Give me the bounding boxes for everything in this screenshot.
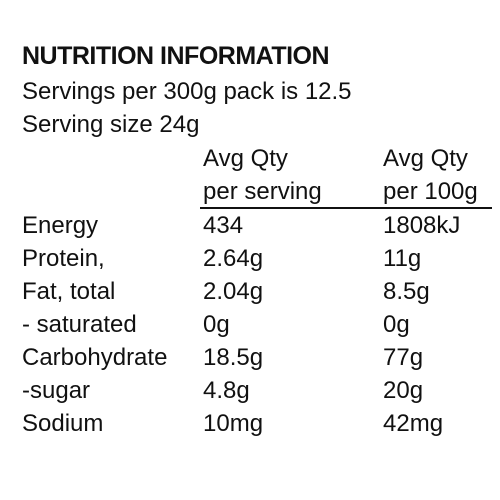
row-label: -sugar bbox=[22, 377, 91, 404]
row-value: 18.5g bbox=[203, 344, 264, 371]
row-value: 20g bbox=[383, 377, 424, 404]
row-label: - saturated bbox=[22, 311, 137, 338]
column-header: per 100g bbox=[383, 178, 478, 205]
row-value: 0g bbox=[203, 311, 230, 338]
row-value: 0g bbox=[383, 311, 410, 338]
servings: Servings per 300g pack is 12.5 bbox=[22, 78, 352, 105]
row-value: 11g bbox=[383, 245, 422, 272]
serving-size: Serving size 24g bbox=[22, 111, 200, 138]
column-header: per serving bbox=[203, 178, 322, 205]
title: NUTRITION INFORMATION bbox=[22, 42, 330, 70]
row-label: Protein, bbox=[22, 245, 105, 272]
row-value: 4.8g bbox=[203, 377, 250, 404]
row-label: Carbohydrate bbox=[22, 344, 168, 371]
row-label: Energy bbox=[22, 212, 99, 239]
row-value: 77g bbox=[383, 344, 424, 371]
row-value: 2.64g bbox=[203, 245, 264, 272]
row-label: Fat, total bbox=[22, 278, 116, 305]
row-value: 2.04g bbox=[203, 278, 264, 305]
row-value: 434 bbox=[203, 212, 244, 239]
row-value: 1808kJ bbox=[383, 212, 461, 239]
column-header: Avg Qty bbox=[203, 145, 288, 172]
row-label: Sodium bbox=[22, 410, 104, 437]
row-value: 42mg bbox=[383, 410, 444, 437]
row-value: 8.5g bbox=[383, 278, 430, 305]
column-header: Avg Qty bbox=[383, 145, 468, 172]
header-rule bbox=[200, 207, 492, 209]
row-value: 10mg bbox=[203, 410, 264, 437]
